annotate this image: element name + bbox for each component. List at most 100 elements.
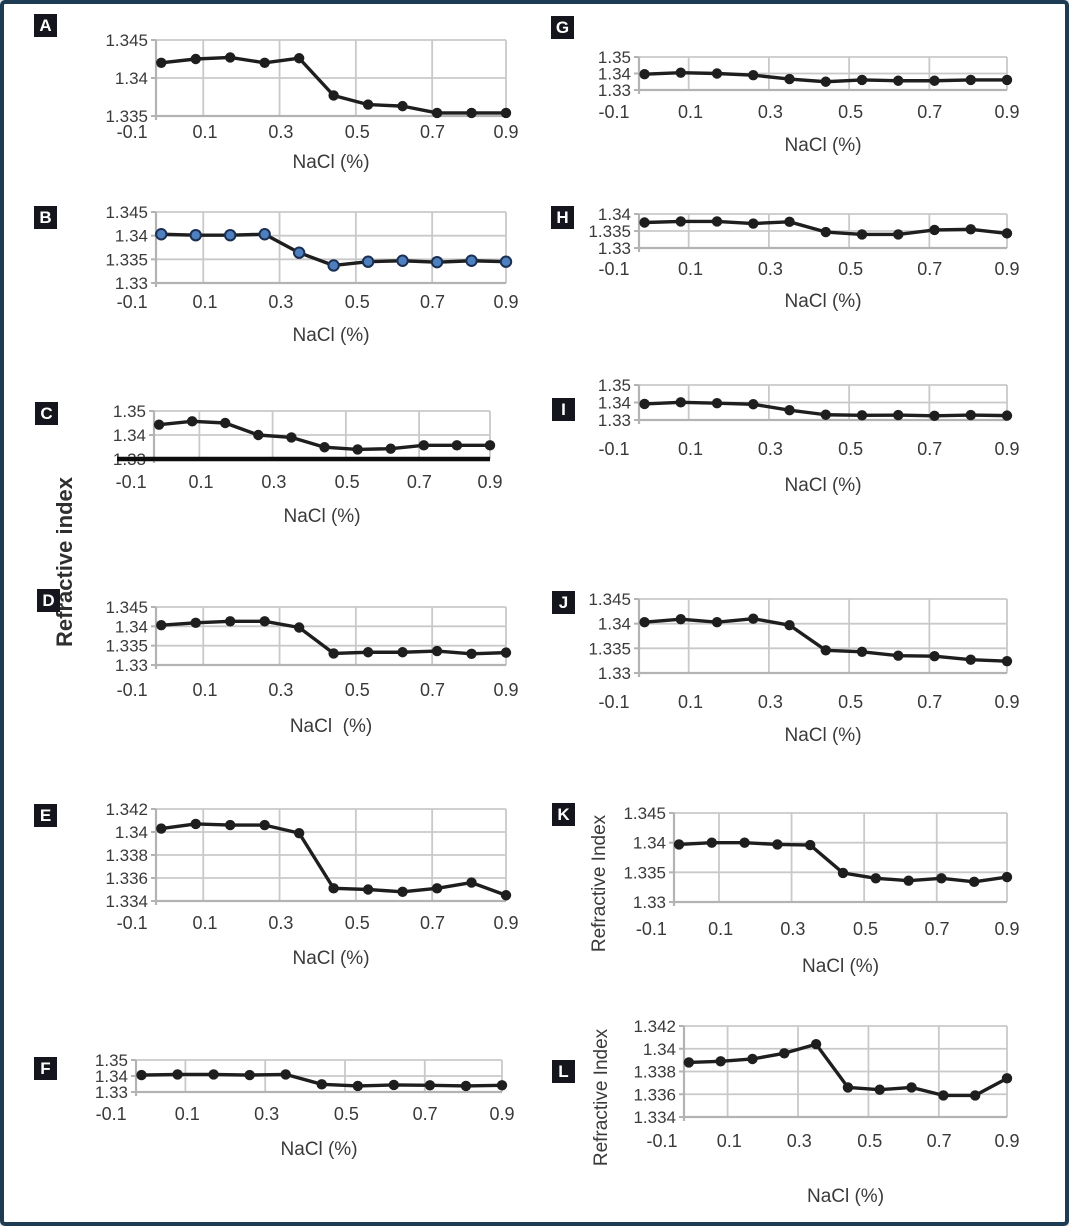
data-point-marker — [500, 647, 512, 658]
data-point-marker — [929, 75, 940, 86]
line-chart-I: 1.351.341.33 -0.1 0.1 0.3 0.5 0.7 0.9 NaCl (%) — [598, 376, 1020, 496]
x-tick-label: 0.5 — [838, 102, 863, 122]
x-axis-label: NaCl (%) — [292, 948, 369, 969]
data-point-marker — [293, 53, 305, 64]
data-point-marker — [244, 1069, 255, 1081]
x-tick-label: 0.3 — [268, 680, 293, 700]
x-tick-label: 0.5 — [838, 692, 863, 712]
data-point-marker — [362, 99, 374, 110]
x-tick-label: 0.7 — [927, 1131, 952, 1151]
x-tick-label: 0.3 — [268, 122, 293, 142]
x-tick-label: 0.5 — [853, 919, 878, 939]
data-point-marker — [189, 228, 202, 242]
data-point-marker — [352, 444, 363, 455]
x-tick-label: 0.7 — [413, 1104, 438, 1124]
data-point-marker — [280, 1069, 291, 1080]
x-tick-label: 0.5 — [838, 259, 863, 279]
data-point-marker — [396, 254, 409, 267]
x-axis-label: NaCl (%) — [292, 152, 369, 173]
data-point-marker — [253, 429, 264, 441]
data-point-marker — [965, 654, 976, 665]
y-tick-label: 1.345 — [105, 31, 148, 50]
data-point-marker — [397, 647, 408, 658]
x-tick-label: 0.7 — [917, 692, 942, 712]
data-point-marker — [711, 616, 723, 628]
x-tick-label: 0.1 — [678, 259, 703, 279]
data-point-marker — [466, 107, 477, 119]
line-chart-B: 1.345 1.34 1.335 1.33-0.1 0.1 0.3 0.5 0.7 0.9 NaC… — [105, 203, 518, 346]
data-point-marker — [929, 651, 940, 662]
data-point-marker — [639, 398, 650, 410]
panel-label-K: K — [552, 803, 575, 826]
data-point-marker — [190, 53, 201, 65]
data-point-marker — [739, 837, 750, 848]
x-tick-label: -0.1 — [598, 439, 629, 459]
data-point-marker — [893, 75, 904, 86]
data-point-marker — [1001, 871, 1013, 883]
x-tick-label: 0.1 — [192, 122, 217, 142]
x-tick-label: 0.5 — [335, 472, 360, 492]
y-tick-label: 1.342 — [633, 1017, 676, 1036]
data-point-marker — [286, 432, 297, 443]
data-point-marker — [683, 1057, 695, 1068]
x-tick-label: -0.1 — [647, 1131, 678, 1151]
x-tick-label: 0.5 — [345, 913, 370, 933]
y-tick-label: 1.345 — [588, 590, 631, 609]
data-point-marker — [328, 90, 339, 101]
x-tick-label: 0.1 — [175, 1104, 200, 1124]
x-tick-label: 0.3 — [787, 1131, 812, 1151]
data-point-marker — [711, 398, 723, 409]
data-point-marker — [929, 224, 940, 236]
x-tick-label: 0.7 — [917, 259, 942, 279]
x-tick-label: 0.5 — [345, 292, 370, 312]
data-point-marker — [639, 616, 650, 628]
x-tick-label: 0.1 — [192, 292, 217, 312]
data-point-marker — [484, 440, 496, 451]
x-tick-label: 0.9 — [493, 680, 518, 700]
x-tick-label: 0.3 — [780, 919, 805, 939]
data-point-marker — [418, 440, 430, 451]
panel-label-B: B — [34, 206, 57, 229]
panel-label-C: C — [35, 402, 58, 425]
x-tick-label: 0.9 — [477, 472, 502, 492]
data-point-marker — [1001, 655, 1013, 667]
x-tick-label: 0.7 — [420, 122, 445, 142]
x-axis-label: NaCl (%) — [784, 291, 861, 312]
data-series-line — [159, 55, 508, 115]
x-tick-label: 0.1 — [678, 439, 703, 459]
data-point-marker — [748, 218, 759, 229]
data-point-marker — [675, 614, 686, 625]
x-tick-label: -0.1 — [117, 292, 148, 312]
y-axis-label: Refractive Index — [589, 814, 610, 952]
y-tick-label: 1.34 — [633, 834, 666, 853]
line-chart-J: 1.345 1.34 1.335 1.33 -0.1 0.1 0.3 0.5 0.7 0.9 NaC… — [588, 590, 1019, 746]
line-chart-G: 1.351.341.33 -0.1 0.1 0.3 0.5 0.7 0.9 NaCl (%) — [598, 48, 1020, 156]
data-point-marker — [500, 890, 512, 901]
data-point-marker — [316, 1079, 327, 1090]
line-chart-F: 1.351.341.33 -0.1 0.1 0.3 0.5 0.7 0.9 NaCl (%) — [95, 1051, 515, 1160]
data-point-marker — [225, 819, 236, 831]
data-point-marker — [965, 224, 976, 235]
x-tick-label: 0.1 — [678, 692, 703, 712]
data-point-marker — [1001, 1073, 1013, 1084]
data-point-marker — [968, 876, 980, 888]
data-point-marker — [784, 405, 795, 416]
data-point-marker — [225, 616, 236, 627]
y-tick-label: 1.336 — [633, 1085, 676, 1104]
data-point-marker — [893, 229, 904, 240]
data-point-marker — [820, 409, 831, 420]
shared-y-axis-label: Refractive index — [52, 477, 77, 647]
data-point-marker — [870, 873, 881, 884]
panel-label-F: F — [34, 1057, 57, 1080]
data-point-marker — [155, 228, 168, 241]
y-tick-label: 1.34 — [115, 617, 148, 636]
x-tick-label: 0.5 — [345, 680, 370, 700]
x-tick-label: 0.1 — [189, 472, 214, 492]
x-tick-label: 0.5 — [345, 122, 370, 142]
y-tick-label: 1.33 — [115, 274, 148, 293]
y-tick-label: 1.34 — [115, 227, 148, 246]
data-point-marker — [906, 1082, 917, 1093]
y-tick-label: 1.34 — [95, 1067, 128, 1086]
data-point-marker — [362, 884, 374, 895]
